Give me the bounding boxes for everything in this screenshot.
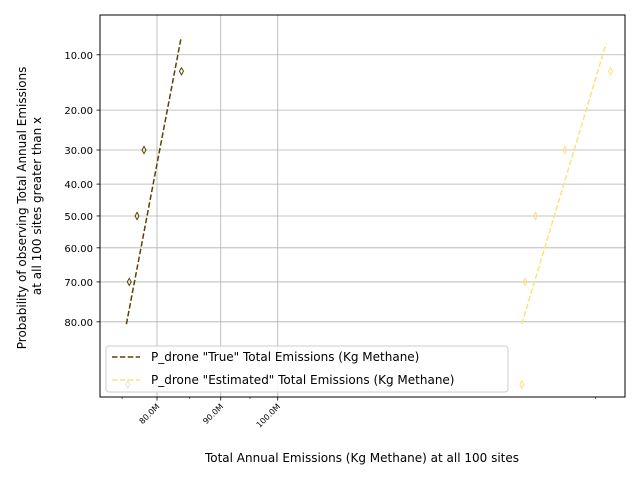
legend: P_drone "True" Total Emissions (Kg Metha… bbox=[105, 345, 509, 393]
legend-label-true: P_drone "True" Total Emissions (Kg Metha… bbox=[151, 350, 419, 364]
plot-frame bbox=[99, 14, 626, 398]
y-tick-label: 50.00 bbox=[64, 212, 93, 223]
y-tick-label: 20.00 bbox=[64, 106, 93, 117]
x-tick-label: 80.0M bbox=[138, 402, 162, 426]
y-axis-label-line-1: Probability of observing Total Annual Em… bbox=[15, 67, 29, 350]
data-point bbox=[134, 211, 140, 221]
y-axis-label-line-2: at all 100 sites greater than x bbox=[30, 117, 44, 295]
y-tick-label: 30.00 bbox=[64, 146, 93, 157]
data-point bbox=[141, 145, 147, 155]
series-1 bbox=[519, 43, 614, 390]
legend-frame bbox=[105, 345, 509, 393]
x-tick-label: 90.0M bbox=[201, 402, 225, 426]
x-axis-label: Total Annual Emissions (Kg Methane) at a… bbox=[204, 451, 519, 465]
y-tick-label: 60.00 bbox=[64, 244, 93, 255]
y-tick-label: 70.00 bbox=[64, 278, 93, 289]
y-axis-label: Probability of observing Total Annual Em… bbox=[15, 63, 44, 349]
grid-layer bbox=[100, 15, 625, 397]
series-0 bbox=[125, 39, 185, 390]
data-point bbox=[519, 379, 525, 390]
fit-line bbox=[521, 43, 607, 325]
data-point bbox=[178, 66, 185, 76]
y-tick-label: 10.00 bbox=[64, 51, 93, 62]
x-tick-label: 100.0M bbox=[255, 402, 283, 430]
series-layer bbox=[125, 39, 614, 390]
data-point bbox=[562, 145, 568, 155]
data-point bbox=[126, 277, 132, 287]
legend-label-estimated: P_drone "Estimated" Total Emissions (Kg … bbox=[151, 373, 455, 387]
data-point bbox=[532, 211, 538, 221]
data-point bbox=[607, 66, 614, 76]
fit-line bbox=[125, 39, 182, 325]
y-tick-label: 40.00 bbox=[64, 180, 93, 191]
data-point bbox=[522, 277, 528, 287]
y-tick-label: 80.00 bbox=[64, 318, 93, 329]
